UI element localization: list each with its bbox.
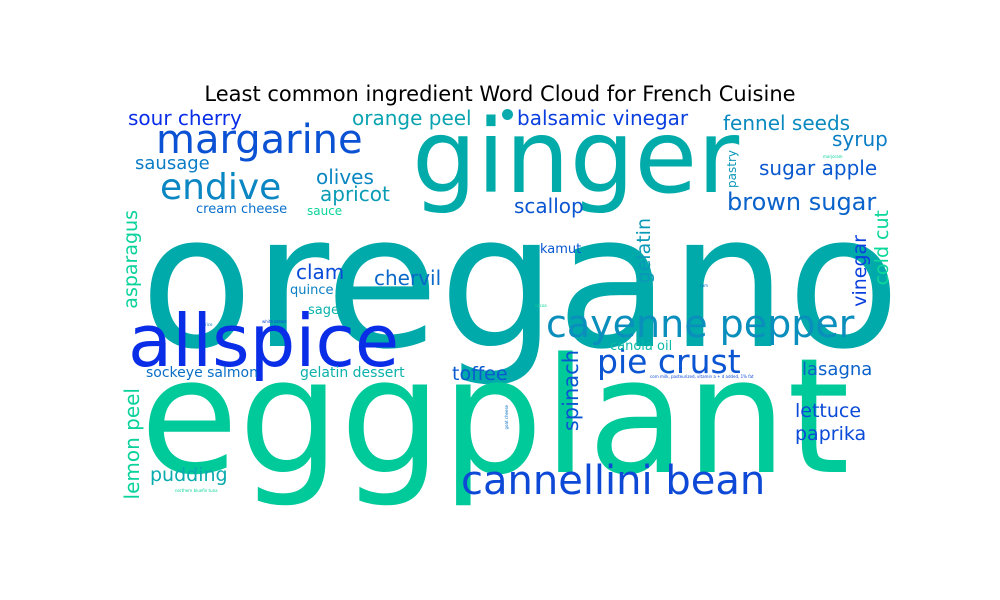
word-cold-cut: cold cut: [871, 210, 893, 286]
word-cayenne-pepper: cayenne pepper: [546, 302, 855, 346]
word-quince: quince: [290, 283, 334, 298]
word-sauce: sauce: [307, 204, 343, 218]
word-oregano: oregano: [140, 174, 901, 390]
word-vinegar: vinegar: [849, 235, 871, 307]
word-kamut: kamut: [540, 242, 582, 257]
word-endive: endive: [160, 167, 282, 208]
word-white-bread: white bread: [262, 319, 286, 324]
word-sugar-apple: sugar apple: [759, 156, 878, 180]
word-toffee: toffee: [452, 363, 508, 385]
word-apricot: apricot: [320, 182, 390, 206]
word-cocoa: cocoa: [535, 303, 547, 308]
word-ginger: ginger: [412, 98, 740, 217]
word-pudding: pudding: [150, 464, 228, 486]
word-balsamic-vinegar: balsamic vinegar: [517, 106, 689, 130]
word-rice: rice: [205, 322, 213, 327]
word-eggplant: eggplant: [140, 323, 850, 510]
word-marjoram: marjoram: [823, 154, 843, 159]
word-chervil: chervil: [374, 266, 442, 290]
word-lettuce: lettuce: [795, 400, 862, 422]
word-northern-bluefin-tuna: northern bluefin tuna: [175, 488, 218, 493]
word-sage: sage: [308, 303, 339, 318]
chart-title: Least common ingredient Word Cloud for F…: [204, 82, 796, 106]
word-gelatin: gelatin: [633, 218, 655, 284]
word-sausage: sausage: [135, 153, 210, 174]
word-olives: olives: [316, 165, 374, 189]
word-fennel-seeds: fennel seeds: [723, 111, 851, 135]
word-goat-cheese: goat cheese: [504, 405, 509, 430]
word-pie-crust: pie crust: [597, 342, 741, 381]
word-scallop: scallop: [514, 194, 584, 218]
word-syrup: syrup: [832, 127, 888, 151]
word-cannellini-bean: cannellini bean: [461, 458, 766, 504]
word-lasagna: lasagna: [802, 359, 873, 380]
word-spinach: spinach: [559, 350, 583, 432]
word-fragment-dot: [502, 109, 513, 120]
word-allspice: allspice: [128, 299, 400, 383]
word-orange-peel: orange peel: [352, 106, 472, 130]
word-canola-oil: canola oil: [610, 339, 673, 354]
word-gelatin-dessert: gelatin dessert: [300, 365, 405, 381]
word-margarine: margarine: [156, 117, 363, 163]
word-paprika: paprika: [795, 423, 867, 445]
word-brown-sugar: brown sugar: [727, 188, 877, 216]
word-pastry: pastry: [725, 150, 739, 188]
word-corn-milk-pasteurized-vitamin-a-d-added-1-fat: corn milk, pasteurized, vitamin a + d ad…: [650, 374, 754, 379]
word-sour-cherry: sour cherry: [128, 106, 242, 130]
word-lemon-peel: lemon peel: [120, 388, 144, 500]
word-asparagus: asparagus: [120, 210, 142, 309]
word-sockeye-salmon: sockeye salmon: [146, 365, 258, 381]
word-rum: rum: [700, 283, 709, 288]
word-clam: clam: [296, 260, 345, 284]
word-cream-cheese: cream cheese: [196, 202, 288, 217]
